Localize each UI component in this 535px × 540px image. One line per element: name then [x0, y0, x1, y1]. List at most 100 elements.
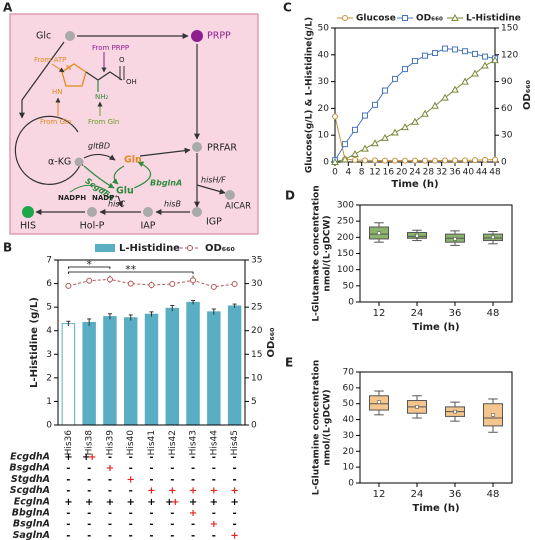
- od-marker: [169, 281, 176, 288]
- tick-label: 300: [337, 201, 354, 211]
- data-point: [352, 126, 358, 133]
- x-tick-label: 36: [449, 308, 462, 319]
- gene-mark: -: [191, 530, 195, 540]
- od-marker: [86, 277, 93, 284]
- tick-label: 60: [343, 383, 355, 393]
- data-point: [492, 156, 498, 163]
- tick-label: 3: [46, 350, 52, 360]
- data-point: [341, 155, 349, 163]
- gene-mark: -: [87, 463, 91, 474]
- data-point: [421, 109, 429, 117]
- x-tick-label: His40: [126, 430, 136, 456]
- node-label: PRPP: [207, 31, 231, 42]
- gene-name: BsglnA: [13, 519, 50, 530]
- x-tick-label: 40: [463, 168, 475, 178]
- data-point: [471, 69, 479, 77]
- y2-axis-label: OD₆₆₀: [522, 80, 533, 110]
- atom-label: HN: [52, 88, 63, 96]
- x-tick-label: His45: [230, 430, 240, 455]
- tick-label: 7: [46, 256, 52, 266]
- gene-mark: -: [129, 486, 133, 497]
- y2-axis-label: OD₆₆₀: [266, 328, 277, 358]
- gene-mark: -: [170, 519, 174, 530]
- tick-label: 2: [46, 373, 52, 383]
- data-point: [392, 75, 398, 82]
- legend-label: OD₆₆₀: [205, 243, 235, 254]
- gene-mark: -: [170, 508, 174, 519]
- node-label: AICAR: [225, 202, 251, 212]
- gene-name: BbglnA: [12, 508, 50, 519]
- bar: [165, 307, 180, 426]
- panel-letter: E: [285, 356, 293, 370]
- gene-mark: -: [212, 508, 216, 519]
- data-point: [482, 53, 488, 60]
- tick-label: 0: [348, 298, 354, 308]
- gene-name: SaglnA: [13, 530, 50, 540]
- tick-label: 20: [251, 326, 263, 336]
- gene-mark: +: [168, 486, 176, 497]
- gene-mark: +: [64, 452, 72, 463]
- plot-frame: [359, 204, 513, 303]
- gene-mark: -: [212, 452, 216, 463]
- gene-mark: +: [189, 497, 197, 508]
- data-point: [472, 50, 478, 57]
- source-label: From Gln: [88, 118, 119, 126]
- tick-label: 0: [251, 421, 257, 431]
- tick-label: 20: [343, 447, 355, 457]
- mean-marker: [377, 400, 381, 404]
- x-tick-label: 4: [345, 168, 351, 178]
- node-dot: [65, 31, 75, 41]
- tick-label: 4: [46, 326, 52, 336]
- legend-label: Glucose: [356, 14, 396, 24]
- cofactor-label: NADP⁺: [92, 194, 118, 202]
- x-tick-label: 0: [332, 168, 338, 178]
- node-label: α-KG: [48, 157, 71, 168]
- mean-marker: [453, 409, 457, 414]
- gene-mark: -: [233, 519, 237, 530]
- x-tick-label: His39: [105, 430, 115, 456]
- tick-label: 150: [501, 24, 518, 34]
- gene-mark: -: [129, 519, 133, 530]
- tick-label: 20: [318, 104, 330, 114]
- x-tick-label: His44: [209, 430, 219, 456]
- gene-mark: -: [87, 519, 91, 530]
- gene-mark: -: [170, 463, 174, 474]
- od-marker: [231, 281, 238, 288]
- tick-label: 40: [318, 50, 330, 60]
- series-line: [334, 48, 496, 161]
- tick-label: 15: [251, 350, 262, 360]
- gene-mark: -: [149, 452, 153, 463]
- gene-mark: -: [129, 530, 133, 540]
- od-marker: [65, 282, 72, 289]
- gene-name: BsgdhA: [9, 463, 50, 474]
- x-tick-label: 32: [436, 168, 447, 178]
- tick-label: 150: [337, 249, 354, 259]
- bar: [61, 323, 76, 426]
- gene-mark: -: [87, 486, 91, 497]
- x-tick-label: 12: [373, 308, 386, 319]
- atom-label: N: [66, 64, 71, 72]
- gene-mark: +: [64, 497, 72, 508]
- tick-label: 250: [337, 217, 354, 227]
- node-label: IAP: [140, 221, 155, 232]
- tick-label: 5: [251, 397, 257, 407]
- tick-label: 50: [343, 281, 355, 291]
- gene-mark: -: [212, 474, 216, 485]
- x-tick-label: 28: [423, 168, 435, 178]
- legend-marker: [342, 15, 348, 21]
- data-point: [491, 56, 499, 64]
- gene-mark: +: [127, 497, 135, 508]
- data-point: [352, 156, 358, 163]
- data-point: [331, 157, 339, 165]
- source-label: From Gln: [40, 118, 71, 126]
- bar: [227, 305, 242, 426]
- x-tick-label: 20: [396, 168, 408, 178]
- plot-frame: [334, 27, 496, 163]
- gene-mark: +: [147, 497, 155, 508]
- x-tick-label: 8: [359, 168, 365, 178]
- pathway-box: [9, 13, 259, 235]
- data-point: [372, 101, 378, 108]
- gene-name: EcglnA: [14, 496, 50, 507]
- gene-mark: -: [108, 530, 112, 540]
